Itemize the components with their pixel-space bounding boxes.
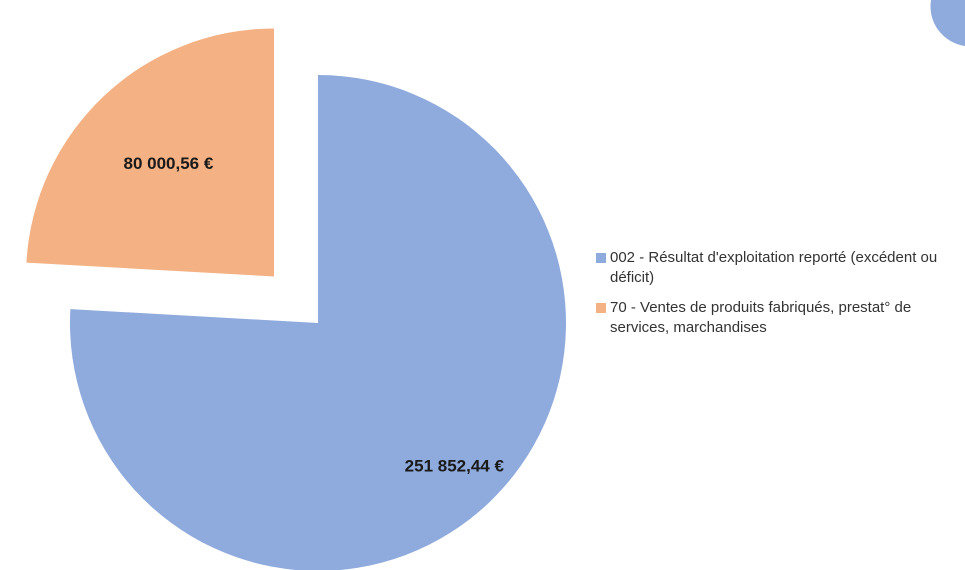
pie-slices <box>26 28 566 570</box>
legend-swatch-blue <box>596 253 606 263</box>
legend-label: 002 - Résultat d'exploitation reporté (e… <box>610 249 938 286</box>
legend-swatch-orange <box>596 303 606 313</box>
legend-label: 70 - Ventes de produits fabriqués, prest… <box>610 299 912 336</box>
legend-item-resultat: 002 - Résultat d'exploitation reporté (e… <box>596 248 961 288</box>
pie-slice-resultat <box>70 75 566 570</box>
data-labels: 251 852,44 € 80 000,56 € <box>123 154 504 475</box>
data-label-resultat: 251 852,44 € <box>405 457 505 476</box>
legend-item-ventes: 70 - Ventes de produits fabriqués, prest… <box>596 298 961 338</box>
legend: 002 - Résultat d'exploitation reporté (e… <box>596 248 961 348</box>
pie-slice-ventes <box>26 28 275 277</box>
partial-pie-fragment <box>930 0 965 46</box>
data-label-ventes: 80 000,56 € <box>123 154 213 173</box>
